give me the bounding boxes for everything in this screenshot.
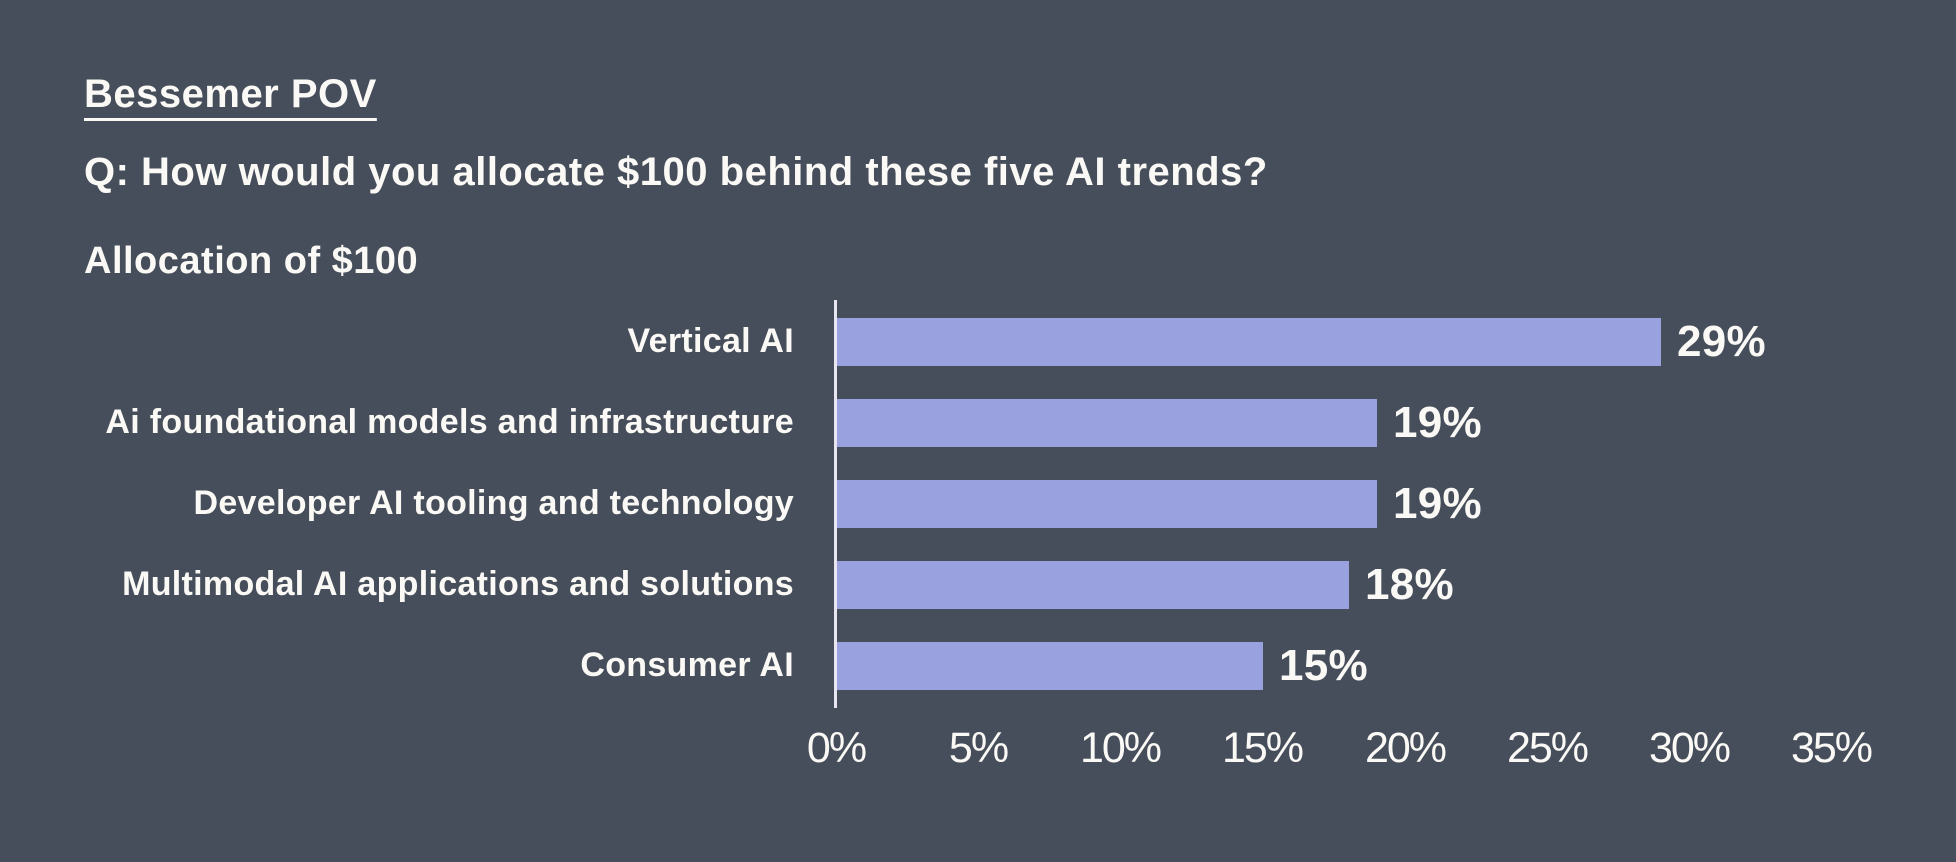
bar-rows: Vertical AI 29% Ai foundational models a… <box>0 301 1956 706</box>
bar <box>837 641 1263 690</box>
x-axis-tick: 15% <box>1221 724 1304 772</box>
bar-area: 19% <box>837 397 1956 447</box>
bar-row: Vertical AI 29% <box>0 301 1956 382</box>
bar-row: Developer AI tooling and technology 19% <box>0 463 1956 544</box>
question-text: Q: How would you allocate $100 behind th… <box>84 150 1268 194</box>
bar-label: Consumer AI <box>580 646 794 684</box>
bar <box>837 479 1377 528</box>
bar-row: Multimodal AI applications and solutions… <box>0 544 1956 625</box>
bar-value-label: 15% <box>1279 640 1368 690</box>
bar <box>837 398 1377 447</box>
bar-area: 19% <box>837 478 1956 528</box>
y-axis-line <box>834 300 837 708</box>
bar-value-label: 29% <box>1677 316 1766 366</box>
bar-label: Developer AI tooling and technology <box>193 484 794 522</box>
bar-row: Ai foundational models and infrastructur… <box>0 382 1956 463</box>
bar-area: 29% <box>837 316 1956 366</box>
chart-title: Allocation of $100 <box>84 240 419 282</box>
bar-label: Ai foundational models and infrastructur… <box>105 403 794 441</box>
x-axis-tick: 20% <box>1364 724 1447 772</box>
x-axis-tick: 0% <box>806 724 867 772</box>
x-axis-tick: 5% <box>948 724 1009 772</box>
x-axis-tick: 10% <box>1079 724 1162 772</box>
bar-value-label: 18% <box>1365 559 1454 609</box>
bar-label: Multimodal AI applications and solutions <box>122 565 794 603</box>
x-axis-tick: 30% <box>1648 724 1731 772</box>
bar <box>837 560 1349 609</box>
bar <box>837 317 1661 366</box>
x-axis-tick: 35% <box>1790 724 1873 772</box>
x-axis-tick: 25% <box>1506 724 1589 772</box>
bar-row: Consumer AI 15% <box>0 625 1956 706</box>
bar-label: Vertical AI <box>627 322 794 360</box>
bar-area: 18% <box>837 559 1956 609</box>
bar-area: 15% <box>837 640 1956 690</box>
bar-value-label: 19% <box>1393 397 1482 447</box>
bar-value-label: 19% <box>1393 478 1482 528</box>
page-title: Bessemer POV <box>84 72 377 116</box>
x-axis-ticks: 0% 5% 10% 15% 20% 25% 30% 35% <box>807 724 1873 784</box>
